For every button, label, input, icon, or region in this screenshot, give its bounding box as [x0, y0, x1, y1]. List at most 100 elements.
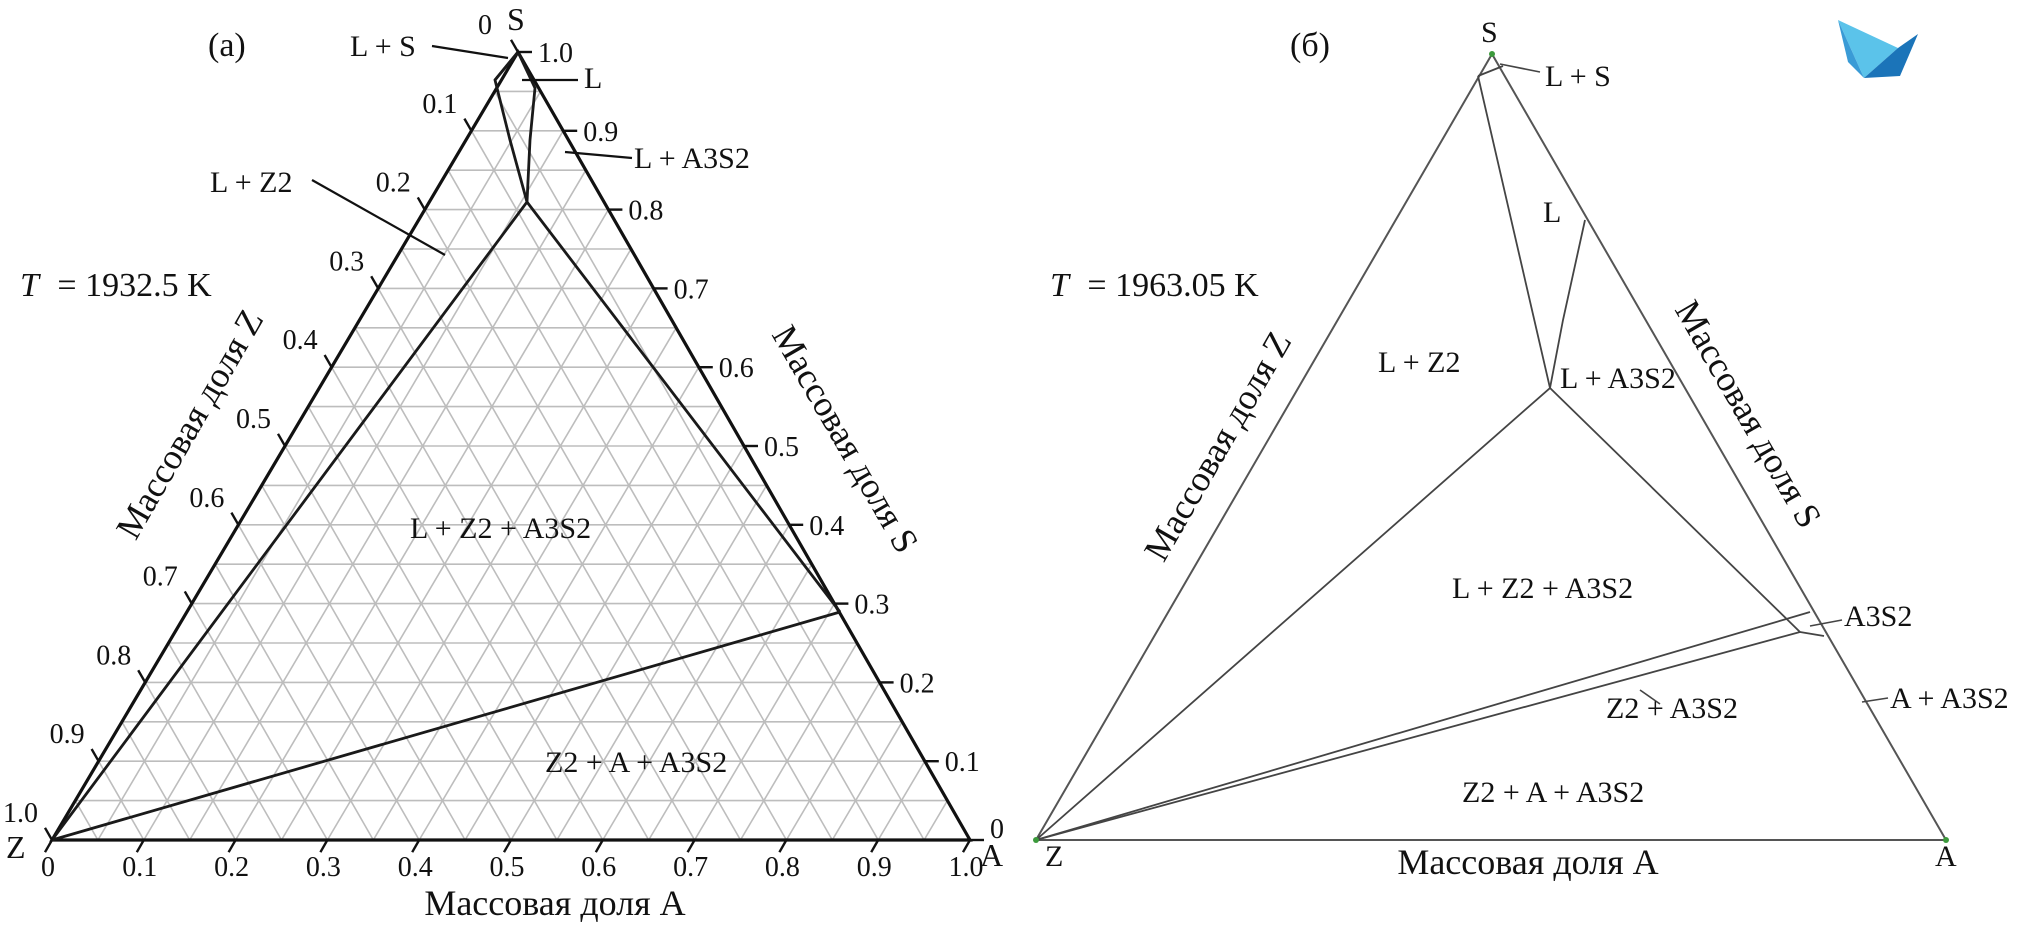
- temperature-value-b: = 1963.05 K: [1087, 267, 1259, 304]
- logo-shade: [1838, 20, 1864, 78]
- tick-left: [463, 118, 473, 132]
- grid-line-z: [121, 721, 191, 841]
- tick-label-right: 0.4: [809, 511, 844, 542]
- tick-label-right: 0: [990, 814, 1004, 845]
- tick-left: [509, 39, 520, 53]
- grid-line-z: [191, 603, 329, 841]
- boundary-l-a3s2-right-b: [1549, 387, 1801, 633]
- tick-label-bottom: 0.4: [398, 852, 433, 883]
- tick-label-bottom: 0.3: [306, 852, 341, 883]
- tick-bottom: [319, 839, 329, 853]
- tick-left: [276, 433, 287, 447]
- phase-boundaries-b: [1035, 65, 1825, 841]
- tick-bottom: [411, 839, 421, 853]
- tick-label-right: 0.3: [854, 590, 889, 621]
- region-label-l-plus-s-b: L + S: [1545, 60, 1611, 93]
- region-label-z2-plus-a-plus-a3s2-b: Z2 + A + A3S2: [1462, 776, 1644, 809]
- tick-label-bottom: 0.8: [765, 852, 800, 883]
- grid-line-z: [400, 248, 742, 841]
- boundary-l-s-b: [1477, 65, 1504, 77]
- grid-line-z: [307, 406, 558, 841]
- region-label-z2-plus-a-plus-a3s2-a: Z2 + A + A3S2: [545, 746, 727, 779]
- boundary-l-a3s2-a: [516, 51, 537, 203]
- grid-line-z: [494, 91, 925, 841]
- tick-label-right: 0.9: [583, 117, 618, 148]
- grid-line-z: [97, 760, 145, 841]
- grid-line-a: [693, 603, 836, 841]
- region-label-l-plus-z2-plus-a3s2-b: L + Z2 + A3S2: [1452, 572, 1633, 605]
- boundary-l-a3s2-right-a: [525, 201, 842, 613]
- tick-bottom: [227, 839, 237, 853]
- tick-left: [323, 354, 333, 368]
- temperature-label-a: T = 1932.5 K: [20, 267, 212, 304]
- publisher-logo: [1838, 20, 1918, 78]
- region-label-l-plus-a3s2-a: L + A3S2: [634, 142, 750, 175]
- vertex-dot-z-b: [1033, 837, 1039, 843]
- tick-label-right: 0.2: [900, 668, 935, 699]
- leader-l-plus-s-a: [431, 44, 509, 60]
- vertex-label-a-a: A: [980, 837, 1003, 873]
- tick-bottom: [961, 839, 972, 853]
- grid-line-z: [447, 169, 833, 841]
- boundary-l-s-a: [493, 51, 520, 81]
- tick-bottom: [135, 839, 145, 853]
- tick-label-bottom: 0.7: [673, 852, 708, 883]
- grid-line-a: [923, 800, 949, 841]
- tick-bottom: [870, 839, 880, 853]
- boundary-l-a3s2-b: [1549, 219, 1586, 389]
- tick-label-right: 0.7: [674, 274, 709, 305]
- tick-label-left: 0.5: [236, 404, 271, 435]
- region-label-l-plus-z2-b: L + Z2: [1378, 346, 1460, 379]
- tick-label-right: 0.1: [945, 747, 980, 778]
- phase-boundaries-a: [50, 51, 842, 842]
- vertex-label-s-b: S: [1481, 16, 1498, 49]
- vertex-dot-a-b: [1943, 837, 1949, 843]
- tick-label-left: 0.4: [283, 325, 318, 356]
- temperature-value-a: = 1932.5 K: [57, 267, 212, 304]
- tick-label-left: 1.0: [3, 798, 38, 829]
- temperature-symbol-b: T: [1050, 267, 1071, 304]
- region-label-l-plus-z2-plus-a3s2-a: L + Z2 + A3S2: [410, 512, 591, 545]
- tick-bottom: [43, 839, 54, 853]
- triangle-frame-b: [1034, 52, 1948, 841]
- leader-l-plus-z2-a: [311, 179, 446, 256]
- boundary-l-z2-b: [1035, 75, 1551, 841]
- region-label-l-plus-s-a: L + S: [350, 30, 416, 63]
- grid-line-a: [372, 327, 677, 841]
- axis-label-a-bottom-b: Массовая доля A: [1397, 842, 1658, 882]
- tick-label-left: 0.1: [422, 89, 457, 120]
- tick-label-bottom: 0: [41, 852, 55, 883]
- boundary-z2-a3s2-lower-b: [1035, 631, 1801, 841]
- leader-a3s2-b: [1809, 619, 1843, 627]
- grid-line-z: [354, 327, 650, 841]
- logo-wing-left: [1838, 20, 1898, 78]
- grid-line-a: [97, 90, 542, 841]
- grid-lines-a: [74, 90, 949, 841]
- tick-left: [416, 196, 426, 211]
- tick-label-bottom: 0.6: [581, 852, 616, 883]
- ternary-diagram-b: (б) T = 1963.05 K S Z A Массовая доля A …: [1033, 16, 2009, 882]
- axis-label-z-left-b: Массовая доля Z: [1136, 325, 1299, 568]
- tick-left: [370, 275, 380, 289]
- temperature-label-b: T = 1963.05 K: [1050, 267, 1259, 304]
- tick-label-left: 0: [478, 10, 492, 41]
- tick-label-right: 0.5: [764, 432, 799, 463]
- tick-label-left: 0.6: [189, 483, 224, 514]
- tick-bottom: [778, 839, 788, 853]
- vertex-label-z-a: Z: [6, 829, 26, 865]
- grid-line-z: [74, 800, 99, 841]
- tick-label-right: 1.0: [538, 38, 573, 69]
- tick-left: [137, 669, 147, 683]
- panel-label-a: (a): [208, 27, 246, 64]
- grid-line-a: [831, 721, 903, 841]
- tick-label-left: 0.2: [376, 168, 411, 199]
- region-label-z2-plus-a3s2-b: Z2 + A3S2: [1606, 692, 1738, 725]
- grid-line-a: [602, 524, 790, 841]
- grid-line-a: [785, 681, 881, 841]
- grid-line-z: [261, 485, 466, 841]
- grid-line-a: [189, 169, 587, 841]
- logo-wing-right: [1864, 34, 1918, 78]
- tick-label-bottom: 1.0: [949, 852, 984, 883]
- boundary-z2-a3s2-a: [51, 610, 841, 842]
- grid-line-a: [510, 445, 745, 841]
